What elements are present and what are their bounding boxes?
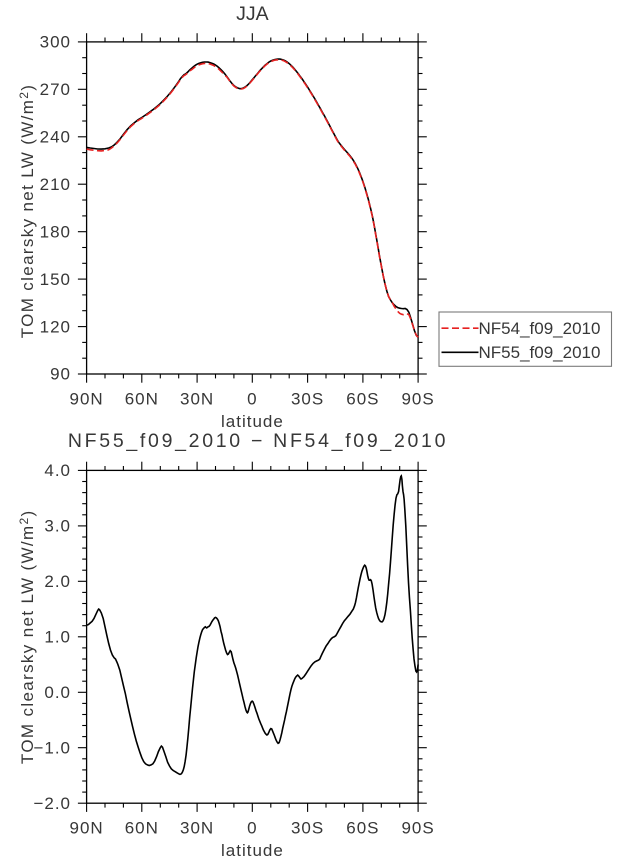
- svg-text:0: 0: [247, 819, 257, 838]
- svg-text:30S: 30S: [291, 389, 324, 408]
- svg-text:4.0: 4.0: [44, 461, 71, 480]
- svg-text:TOM clearsky net LW (W/m2): TOM clearsky net LW (W/m2): [17, 509, 37, 764]
- svg-text:180: 180: [40, 222, 71, 241]
- svg-text:latitude: latitude: [221, 412, 284, 431]
- svg-text:60S: 60S: [346, 389, 379, 408]
- svg-text:240: 240: [40, 128, 71, 147]
- svg-text:90: 90: [50, 365, 71, 384]
- svg-text:3.0: 3.0: [44, 517, 71, 536]
- svg-text:−1.0: −1.0: [33, 738, 71, 757]
- svg-text:TOM clearsky net LW (W/m2): TOM clearsky net LW (W/m2): [17, 84, 37, 339]
- svg-text:NF55_f09_2010 − NF54_f09_2010: NF55_f09_2010 − NF54_f09_2010: [68, 430, 448, 452]
- svg-text:60N: 60N: [125, 819, 159, 838]
- svg-text:30S: 30S: [291, 819, 324, 838]
- svg-text:90N: 90N: [70, 389, 104, 408]
- svg-text:120: 120: [40, 317, 71, 336]
- svg-text:0.0: 0.0: [44, 683, 71, 702]
- svg-text:60N: 60N: [125, 389, 159, 408]
- svg-text:2.0: 2.0: [44, 572, 71, 591]
- svg-text:270: 270: [40, 80, 71, 99]
- svg-text:300: 300: [40, 33, 71, 52]
- svg-text:JJA: JJA: [236, 3, 269, 25]
- svg-text:NF54_f09_2010: NF54_f09_2010: [479, 319, 601, 338]
- svg-text:30N: 30N: [180, 389, 214, 408]
- svg-text:60S: 60S: [346, 819, 379, 838]
- svg-text:−2.0: −2.0: [33, 794, 71, 813]
- svg-text:150: 150: [40, 270, 71, 289]
- svg-text:90S: 90S: [401, 389, 434, 408]
- svg-text:30N: 30N: [180, 819, 214, 838]
- svg-text:210: 210: [40, 175, 71, 194]
- svg-text:90N: 90N: [70, 819, 104, 838]
- svg-text:1.0: 1.0: [44, 628, 71, 647]
- svg-text:latitude: latitude: [221, 841, 284, 860]
- svg-text:0: 0: [247, 389, 257, 408]
- svg-text:NF55_f09_2010: NF55_f09_2010: [479, 343, 601, 362]
- svg-text:90S: 90S: [401, 819, 434, 838]
